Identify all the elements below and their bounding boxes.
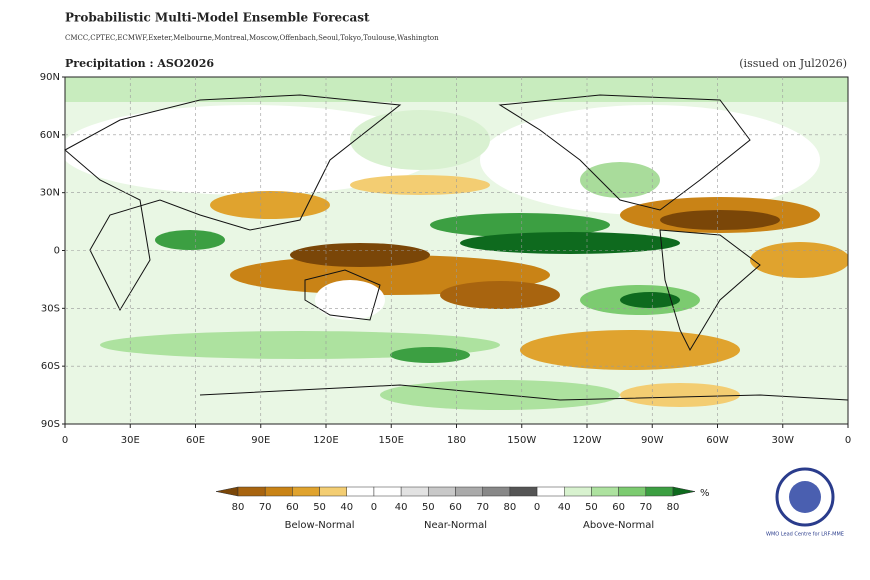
wmo-logo: WMO Lead Centre for LRF-MME xyxy=(766,467,844,538)
logo-text: WMO Lead Centre for LRF-MME xyxy=(766,532,844,538)
variable-label: Precipitation : ASO2026 xyxy=(65,57,214,70)
lon-label: 90E xyxy=(251,435,270,446)
lon-label: 120E xyxy=(313,435,338,446)
lon-label: 0 xyxy=(62,435,68,446)
legend-label: 70 xyxy=(259,502,272,513)
legend-group: Below-Normal xyxy=(285,520,355,531)
lon-label: 30W xyxy=(771,435,794,446)
legend-swatch xyxy=(564,486,592,497)
legend-label: 70 xyxy=(476,502,489,513)
legend-label: 80 xyxy=(667,502,680,513)
legend-label: 50 xyxy=(585,502,598,513)
lon-label: 120W xyxy=(573,435,602,446)
legend-swatch xyxy=(319,486,347,497)
legend-swatch xyxy=(373,486,402,497)
legend-label: 40 xyxy=(395,502,408,513)
lat-label: 90N xyxy=(40,72,60,83)
legend-label: 0 xyxy=(534,502,540,513)
title: Probabilistic Multi-Model Ensemble Forec… xyxy=(65,11,370,25)
legend-label: 60 xyxy=(612,502,625,513)
legend-group: Above-Normal xyxy=(583,520,654,531)
legend-label: 50 xyxy=(313,502,326,513)
lon-label: 90W xyxy=(641,435,664,446)
lat-label: 30N xyxy=(40,188,60,199)
legend-swatch xyxy=(292,486,320,497)
legend-label: 60 xyxy=(286,502,299,513)
legend-unit: % xyxy=(700,488,710,499)
legend-swatch xyxy=(455,486,483,497)
lon-label: 60W xyxy=(706,435,729,446)
lon-label: 150W xyxy=(507,435,536,446)
legend-swatch xyxy=(645,486,674,497)
legend-label: 40 xyxy=(340,502,353,513)
lon-label: 150E xyxy=(379,435,404,446)
legend-swatch xyxy=(346,486,375,497)
lon-label: 0 xyxy=(845,435,851,446)
lon-label: 180 xyxy=(447,435,466,446)
legend-swatch xyxy=(400,486,429,497)
legend-label: 80 xyxy=(232,502,245,513)
legend-arrow xyxy=(672,486,696,497)
lon-label: 60E xyxy=(186,435,205,446)
centres: CMCC,CPTEC,ECMWF,Exeter,Melbourne,Montre… xyxy=(65,34,439,42)
legend-label: 80 xyxy=(504,502,517,513)
coastlines xyxy=(64,94,849,401)
lat-label: 60N xyxy=(40,130,60,141)
legend-swatch xyxy=(264,486,293,497)
legend-swatch xyxy=(618,486,647,497)
legend-group: Near-Normal xyxy=(424,520,487,531)
legend-swatch xyxy=(536,486,565,497)
legend-swatch xyxy=(509,486,538,497)
legend-label: 70 xyxy=(639,502,652,513)
legend-label: 60 xyxy=(449,502,462,513)
legend-arrow xyxy=(215,486,239,497)
legend-label: 40 xyxy=(558,502,571,513)
legend-swatch xyxy=(482,486,511,497)
lon-label: 30E xyxy=(121,435,140,446)
legend-swatch xyxy=(591,486,619,497)
lat-label: 0 xyxy=(54,246,60,257)
issued-label: (issued on Jul2026) xyxy=(739,57,847,70)
lat-label: 60S xyxy=(41,361,60,372)
legend-label: 50 xyxy=(422,502,435,513)
lat-label: 90S xyxy=(41,419,60,430)
legend-swatch xyxy=(428,486,456,497)
legend-swatch xyxy=(237,486,266,497)
legend-label: 0 xyxy=(371,502,377,513)
lat-label: 30S xyxy=(41,303,60,314)
